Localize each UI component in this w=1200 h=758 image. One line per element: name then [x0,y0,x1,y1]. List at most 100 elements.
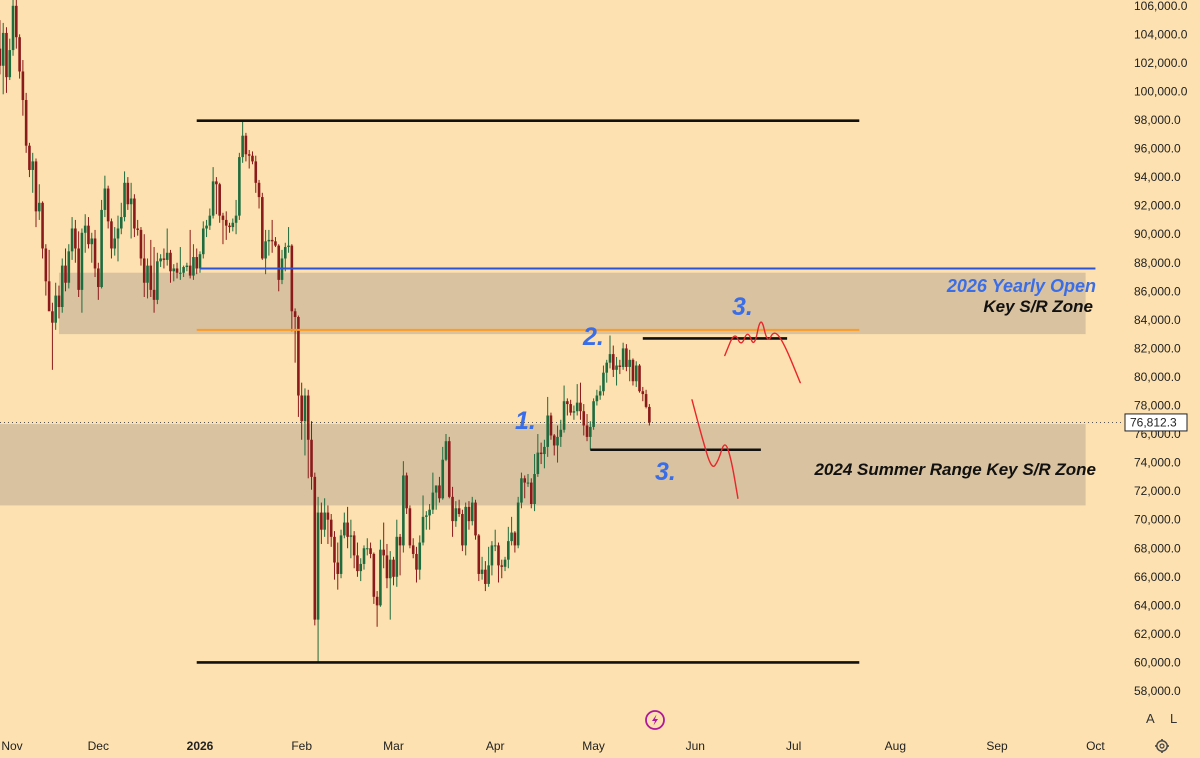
price-tick-label: 80,000.0 [1134,370,1181,384]
zones-layer [0,272,1086,506]
candle-body [395,536,399,577]
candle-body [270,239,274,242]
price-tick-label: 104,000.0 [1134,27,1188,41]
candle-body [267,239,271,242]
candle-body [487,565,490,584]
candle-body [306,395,310,440]
candle-body [415,553,418,570]
key-sr-zone-label: Key S/R Zone [983,297,1093,316]
candle-body [126,182,130,205]
candle-body [169,252,172,272]
candle-body [119,217,123,229]
candle-body [316,512,320,620]
candle-body [234,215,238,223]
price-tick-label: 60,000.0 [1134,655,1181,669]
price-tick-label: 106,000.0 [1134,0,1188,13]
candle-body [37,202,41,212]
candle-body [165,252,169,260]
candle-body [185,265,189,268]
auto-scale-button[interactable]: A [1146,711,1155,726]
candle-body [552,435,556,446]
bullish-scenario-scribble [724,321,801,384]
candle-body [83,225,87,233]
candle-body [152,289,156,300]
bearish-scenario-scribble [691,399,739,499]
scribbles-layer [691,321,801,499]
candle-body [644,394,648,407]
candle-body [438,485,441,499]
candle-body [402,475,405,546]
candle-body [247,154,251,156]
candle-body [493,545,497,547]
candle-body [575,402,579,412]
candle-body [231,222,235,228]
candle-body [215,181,218,185]
price-tick-label: 68,000.0 [1134,541,1181,555]
candle-body [67,251,71,283]
candle-body [0,48,2,66]
candle-body [464,506,467,546]
candle-body [638,365,641,392]
candle-body [579,402,582,412]
candle-body [162,258,166,260]
candle-body [543,446,546,455]
candle-body [451,496,454,522]
candle-body [641,391,645,395]
candle-body [562,401,566,430]
candle-body [139,229,143,259]
price-tick-label: 96,000.0 [1134,142,1181,156]
candle-body [149,265,153,290]
candle-body [336,562,340,574]
candle-body [8,50,12,78]
svg-text:76,812.3: 76,812.3 [1130,415,1177,429]
candle-body [457,508,461,514]
step-3-lower-label: 3. [655,458,676,486]
price-tick-label: 78,000.0 [1134,399,1181,413]
candle-body [388,559,392,579]
candle-body [618,365,622,367]
time-axis[interactable]: Nov Dec 2026 Feb Mar Apr May Jun Jul Aug Sep Oct [1,739,1105,753]
candle-body [621,348,625,367]
candle-body [503,559,507,567]
time-tick-label: Dec [88,739,109,753]
candle-body [382,549,385,556]
candle-body [346,522,349,537]
candle-body [323,512,326,530]
candle-body [106,188,110,222]
candle-body [454,508,458,522]
candle-body [192,257,195,276]
candle-body [182,267,185,273]
log-scale-button[interactable]: L [1170,711,1177,726]
candle-body [602,372,605,392]
price-tick-label: 82,000.0 [1134,341,1181,355]
candle-body [428,509,431,516]
candle-body [375,596,379,606]
time-tick-label: Mar [383,739,404,753]
candle-body [297,316,300,396]
price-axis[interactable]: 58,000.0 60,000.0 62,000.0 64,000.0 66,000.0… [1134,0,1188,698]
candle-body [372,553,376,597]
candle-body [484,569,487,584]
candle-body [605,362,609,373]
candle-body [569,404,572,413]
candle-body [261,197,264,259]
candle-body [529,482,533,504]
candle-body [103,188,107,210]
candle-body [411,545,415,554]
settings-gear-icon[interactable] [1155,739,1169,753]
candle-body [510,532,513,542]
candle-body [218,184,221,216]
candle-body [205,225,208,229]
candle-body [513,532,517,546]
candle-body [129,198,133,205]
candle-body [77,248,80,290]
candle-body [24,100,28,146]
time-tick-label: Apr [486,739,505,753]
candle-body [408,508,412,546]
candle-body [54,295,57,323]
candle-body [362,548,366,564]
candle-body [365,548,369,550]
price-tick-label: 88,000.0 [1134,256,1181,270]
candle-body [500,565,504,567]
